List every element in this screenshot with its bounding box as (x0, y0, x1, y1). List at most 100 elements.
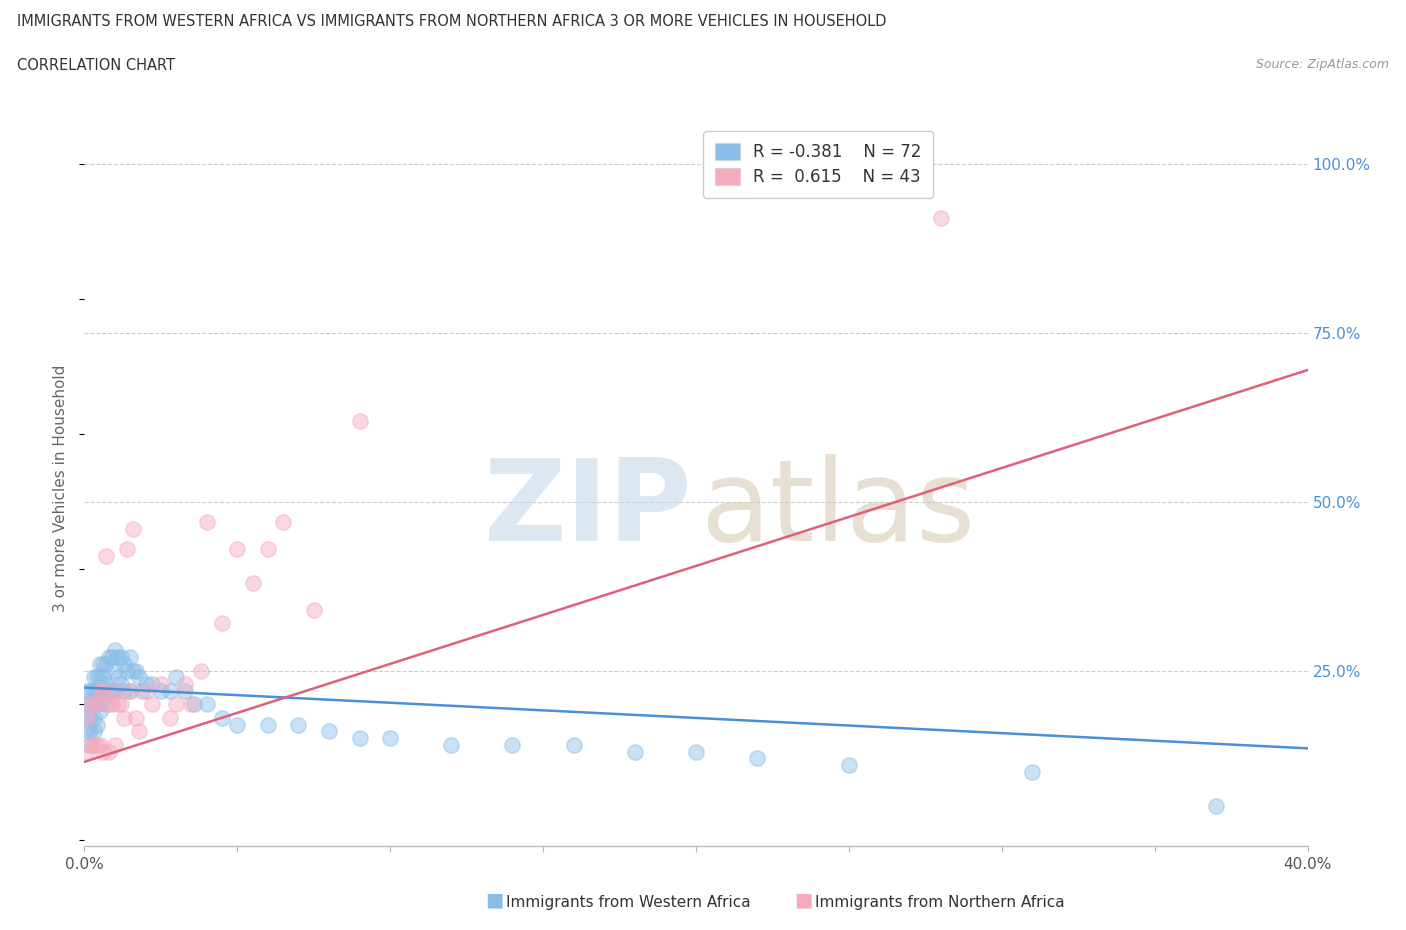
Point (91, 670, 114, 684)
Point (174, 684, 197, 698)
Point (76, 744, 98, 759)
Point (104, 663, 127, 678)
Point (83, 697, 105, 711)
Point (89, 670, 111, 684)
Point (89, 737, 111, 752)
Point (242, 576, 264, 591)
Point (747, 751, 769, 766)
Point (83, 684, 105, 698)
Point (115, 663, 138, 678)
Point (83, 697, 105, 711)
Point (79, 737, 101, 752)
Point (195, 697, 218, 711)
Point (112, 684, 135, 698)
Text: ■: ■ (794, 891, 813, 910)
Point (141, 677, 163, 692)
Text: ZIP: ZIP (484, 454, 692, 565)
Point (174, 677, 197, 692)
Point (97, 650, 120, 665)
Text: Immigrants from Northern Africa: Immigrants from Northern Africa (815, 895, 1066, 910)
Point (76, 697, 98, 711)
Point (562, 737, 585, 752)
Point (685, 744, 707, 759)
Point (79, 724, 101, 739)
Point (226, 717, 249, 732)
Point (112, 711, 135, 725)
Point (94, 697, 117, 711)
Point (159, 711, 181, 725)
Text: CORRELATION CHART: CORRELATION CHART (17, 58, 174, 73)
Point (107, 697, 129, 711)
Point (83, 737, 105, 752)
Point (104, 684, 127, 698)
Point (159, 684, 181, 698)
Point (86, 737, 108, 752)
Point (135, 684, 157, 698)
Point (89, 684, 111, 698)
Point (97, 684, 120, 698)
Point (76, 711, 98, 725)
Y-axis label: 3 or more Vehicles in Household: 3 or more Vehicles in Household (53, 365, 69, 612)
Point (101, 697, 124, 711)
Point (83, 711, 105, 725)
Point (107, 670, 129, 684)
Point (86, 670, 108, 684)
Point (128, 670, 150, 684)
Point (86, 684, 108, 698)
Point (141, 697, 163, 711)
Point (86, 697, 108, 711)
Point (122, 663, 145, 678)
Point (318, 724, 340, 739)
Point (149, 677, 172, 692)
Point (91, 744, 114, 759)
Point (104, 737, 127, 752)
Point (135, 677, 157, 692)
Point (120, 650, 142, 665)
Point (89, 704, 111, 719)
Point (257, 541, 280, 556)
Point (502, 737, 524, 752)
Point (107, 650, 129, 665)
Point (302, 603, 325, 618)
Point (287, 717, 309, 732)
Point (110, 677, 132, 692)
Point (83, 724, 105, 739)
Point (91, 690, 114, 705)
Point (112, 657, 135, 671)
Point (91, 684, 114, 698)
Point (86, 697, 108, 711)
Point (190, 663, 212, 678)
Point (101, 684, 124, 698)
Point (128, 724, 150, 739)
Point (104, 643, 127, 658)
Point (929, 210, 952, 225)
Point (165, 697, 187, 711)
Point (349, 413, 371, 428)
Point (131, 684, 153, 698)
Point (76, 711, 98, 725)
Point (195, 514, 218, 529)
Point (271, 514, 294, 529)
Point (79, 697, 101, 711)
Point (440, 737, 463, 752)
Point (79, 711, 101, 725)
Point (104, 684, 127, 698)
Point (165, 670, 187, 684)
Point (624, 744, 647, 759)
Point (110, 697, 132, 711)
Point (120, 684, 142, 698)
Point (1205, 798, 1227, 813)
Point (79, 684, 101, 698)
Point (838, 758, 860, 773)
Point (125, 663, 148, 678)
Point (1021, 764, 1043, 779)
Point (79, 737, 101, 752)
Point (86, 717, 108, 732)
Point (380, 731, 402, 746)
Point (183, 697, 205, 711)
Point (76, 724, 98, 739)
Point (257, 717, 280, 732)
Point (211, 711, 233, 725)
Point (83, 670, 105, 684)
Point (89, 684, 111, 698)
